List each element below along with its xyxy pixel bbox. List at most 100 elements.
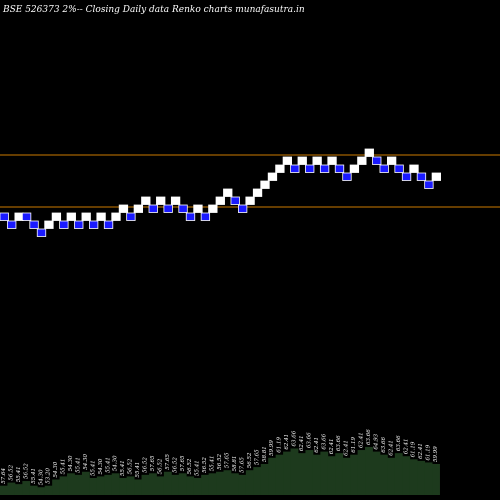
volume-bar bbox=[149, 473, 157, 495]
volume-bar bbox=[22, 481, 31, 495]
brick-price-label: 63.66 bbox=[336, 435, 342, 451]
volume-bar bbox=[424, 462, 433, 495]
brick-price-label: 56.52 bbox=[8, 464, 14, 480]
up-brick bbox=[267, 172, 278, 181]
volume-bar bbox=[96, 476, 105, 495]
volume-bar bbox=[81, 471, 90, 495]
down-brick bbox=[59, 220, 69, 229]
volume-bar bbox=[298, 453, 306, 495]
brick-price-label: 61.19 bbox=[426, 444, 432, 460]
volume-bar bbox=[268, 457, 277, 495]
down-brick bbox=[0, 212, 9, 221]
up-brick bbox=[111, 212, 121, 221]
volume-bar bbox=[230, 473, 239, 495]
down-brick bbox=[290, 164, 300, 173]
brick-price-label: 64.93 bbox=[374, 433, 380, 449]
brick-price-label: 57.65 bbox=[165, 454, 171, 470]
volume-bar bbox=[134, 479, 142, 495]
down-brick bbox=[401, 172, 412, 181]
volume-bar bbox=[372, 451, 381, 495]
volume-bar bbox=[29, 485, 38, 495]
up-brick bbox=[252, 188, 263, 197]
brick-price-label: 55.41 bbox=[195, 460, 201, 476]
volume-bar bbox=[365, 446, 373, 495]
up-brick bbox=[260, 180, 270, 189]
volume-bar bbox=[432, 464, 440, 495]
volume-bar bbox=[290, 448, 299, 495]
volume-bar bbox=[387, 457, 396, 495]
volume-bar bbox=[52, 479, 60, 495]
brick-price-label: 58.81 bbox=[262, 446, 268, 462]
down-brick bbox=[319, 164, 330, 173]
volume-bar bbox=[74, 474, 83, 495]
up-brick bbox=[364, 148, 374, 157]
renko-bricks bbox=[0, 148, 442, 237]
volume-bar bbox=[193, 477, 202, 495]
down-brick bbox=[103, 220, 114, 229]
up-brick bbox=[409, 164, 419, 173]
volume-bar bbox=[350, 454, 358, 495]
up-brick bbox=[141, 196, 151, 205]
brick-price-label: 54.30 bbox=[53, 461, 59, 477]
up-brick bbox=[327, 156, 337, 165]
up-brick bbox=[223, 188, 233, 197]
brick-price-label: 55.41 bbox=[76, 457, 82, 473]
volume-bar bbox=[327, 456, 336, 495]
down-brick bbox=[89, 220, 99, 229]
brick-price-label: 57.65 bbox=[180, 455, 186, 471]
volume-bar bbox=[379, 454, 388, 495]
brick-price-label: 55.41 bbox=[16, 466, 22, 482]
brick-price-label: 54.30 bbox=[68, 455, 74, 471]
up-brick bbox=[81, 212, 91, 221]
brick-price-label: 56.52 bbox=[187, 458, 193, 474]
volume-bar bbox=[59, 476, 68, 495]
brick-price-label: 55.41 bbox=[135, 462, 141, 478]
brick-price-label: 57.65 bbox=[150, 455, 156, 471]
volume-bar bbox=[208, 473, 217, 495]
volume-bar bbox=[186, 476, 195, 495]
down-brick bbox=[379, 164, 389, 173]
volume-bar bbox=[260, 464, 269, 495]
volume-bar bbox=[402, 456, 411, 495]
up-brick bbox=[245, 196, 255, 205]
down-brick bbox=[185, 212, 196, 221]
brick-price-label: 59.99 bbox=[269, 440, 275, 456]
volume-bar bbox=[283, 451, 291, 495]
brick-price-label: 55.41 bbox=[31, 468, 37, 484]
brick-price-label: 55.41 bbox=[210, 456, 216, 472]
brick-price-label: 63.66 bbox=[306, 432, 312, 448]
volume-bar bbox=[44, 485, 53, 495]
up-brick bbox=[156, 196, 166, 205]
brick-price-label: 56.52 bbox=[128, 458, 134, 474]
down-brick bbox=[74, 220, 84, 229]
brick-price-label: 62.41 bbox=[359, 432, 365, 448]
down-brick bbox=[416, 172, 427, 181]
down-brick bbox=[237, 204, 248, 213]
volume-bar bbox=[238, 474, 247, 495]
up-brick bbox=[118, 204, 129, 213]
up-brick bbox=[349, 164, 360, 173]
down-brick bbox=[163, 204, 173, 213]
volume-bar bbox=[37, 487, 46, 495]
brick-price-label: 62.41 bbox=[284, 434, 290, 450]
brick-price-label: 63.66 bbox=[292, 430, 298, 446]
brick-price-label: 57.65 bbox=[225, 452, 231, 468]
brick-price-label: 55.41 bbox=[120, 460, 126, 476]
down-brick bbox=[305, 164, 315, 173]
up-brick bbox=[133, 204, 144, 213]
volume-bar bbox=[111, 473, 120, 495]
down-brick bbox=[178, 204, 188, 213]
up-brick bbox=[386, 156, 397, 165]
volume-bar bbox=[119, 477, 128, 495]
volume-bar bbox=[0, 485, 8, 495]
volume-bar bbox=[223, 470, 232, 495]
brick-price-label: 62.41 bbox=[403, 439, 409, 455]
volume-bar bbox=[312, 454, 321, 495]
volume-bar bbox=[156, 476, 165, 495]
brick-price-label: 61.19 bbox=[351, 436, 357, 452]
brick-price-label: 61.19 bbox=[277, 436, 283, 452]
up-brick bbox=[66, 212, 76, 221]
brick-price-label: 55.41 bbox=[61, 459, 67, 475]
